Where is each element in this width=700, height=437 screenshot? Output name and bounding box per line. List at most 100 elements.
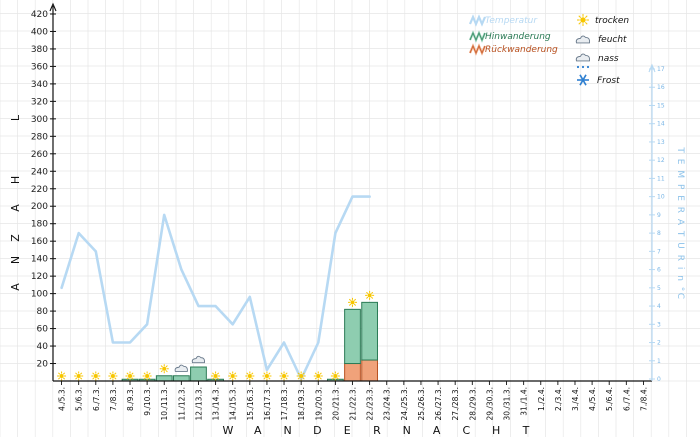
weather-trocken-icon [245,371,255,381]
y2-tick-label: 10 [657,194,665,201]
sun-ray [131,377,134,380]
y2-tick-label: 4 [657,303,661,310]
sun-ray [165,370,168,373]
x-axis-label-letter: A [433,424,441,437]
y-tick-label: 320 [31,97,48,107]
x-tick-label: 18./19.3. [297,387,306,421]
x-tick-label: 16./17.3. [263,387,272,421]
sun-ray [80,372,83,375]
y-axis-label-letter: A [9,283,22,291]
y-tick-label: 160 [31,237,48,247]
legend-label: Hinwanderung [485,32,551,42]
y2-axis-arrow [648,63,656,73]
sun-ray [366,296,369,299]
x-tick-label: 13./14.3. [212,387,221,421]
x-tick-label: 19./20.3. [314,387,323,421]
x-tick-label: 31./1.4. [520,387,529,416]
x-tick-label: 21./22.3. [349,387,358,421]
weather-trocken-icon [296,371,306,381]
sun-ray [143,372,146,375]
x-tick-label: 8./9.3. [126,387,135,411]
weather-feucht-icon [174,364,188,372]
sun-ray [165,365,168,368]
y-tick-label: 20 [37,360,49,370]
legend-label: Frost [597,76,620,86]
sun-ray [131,372,134,375]
y-axis-label-letter: N [9,256,22,264]
sun-ray [331,377,334,380]
y-tick-label: 380 [31,45,48,55]
y2-axis-label: T E M P E R A T U R i n °C [675,146,685,300]
sun-core [93,373,98,379]
x-tick-label: 10./11.3. [160,387,169,421]
y2-tick-label: 16 [657,84,665,91]
legend-label: feucht [598,35,627,45]
sun-ray [251,372,254,375]
x-tick-label: 26./27.3. [434,387,443,421]
weather-trocken-icon [211,371,221,381]
y-axis-label-letter: H [9,176,22,184]
sun-ray [371,296,374,299]
sun-ray [229,372,232,375]
sun-ray [109,372,112,375]
y2-tick-label: 12 [657,157,665,164]
x-tick-label: 5./6.3. [75,387,84,411]
sun-ray [366,291,369,294]
sun-ray [263,372,266,375]
sun-ray [92,377,95,380]
x-tick-label: 29./30.3. [485,387,494,421]
sun-core [213,373,218,379]
legend-label: Temperatur [485,16,538,26]
x-axis-label-letter: C [463,424,471,437]
y2-tick-label: 15 [657,102,665,109]
sun-ray [80,377,83,380]
sun-ray [348,298,352,301]
sun-ray [216,377,220,380]
weather-trocken-icon [348,297,357,307]
x-axis-label-letter: N [403,424,411,437]
y-tick-label: 140 [31,255,48,265]
sun-ray [584,21,588,25]
y2-tick-label: 17 [657,66,665,73]
legend-feucht-icon [575,35,591,44]
sun-ray [371,291,374,294]
y2-tick-label: 13 [657,139,665,146]
x-tick-label: 3./4.4. [571,387,580,411]
sun-ray [58,377,61,380]
sun-ray [92,372,95,375]
sun-ray [280,372,283,375]
x-axis-label-letter: H [492,424,500,437]
x-tick-label: 22./23.3. [366,387,375,421]
y2-tick-label: 5 [657,285,661,292]
sun-ray [336,377,339,380]
nass-drop [581,65,585,69]
sun-ray [114,372,117,375]
sun-ray [331,372,334,375]
sun-ray [584,15,588,19]
sun-ray [212,372,215,375]
x-axis-label-letter: W [223,424,234,437]
sun-ray [314,372,317,375]
sun-core [110,373,115,379]
x-tick-label: 27./28.3. [451,387,460,421]
y2-tick-label: 11 [657,175,665,182]
weather-trocken-icon [57,371,67,381]
sun-core [316,373,321,379]
y-tick-label: 40 [37,342,49,352]
legend-label: Rückwanderung [485,45,558,55]
sun-ray [353,303,357,306]
weather-trocken-icon [159,364,169,374]
x-tick-label: 2./3.4. [554,387,563,411]
x-tick-label: 23./24.3. [383,387,392,421]
weather-feucht-icon [191,355,205,364]
y-tick-label: 300 [31,115,48,125]
x-axis-label-letter: T [522,424,530,437]
sun-ray [578,15,582,19]
y-tick-label: 240 [31,167,48,177]
sun-core [76,373,81,379]
sun-core [333,373,338,379]
sun-core [59,373,64,379]
y-tick-label: 420 [31,10,48,20]
sun-ray [234,377,237,380]
